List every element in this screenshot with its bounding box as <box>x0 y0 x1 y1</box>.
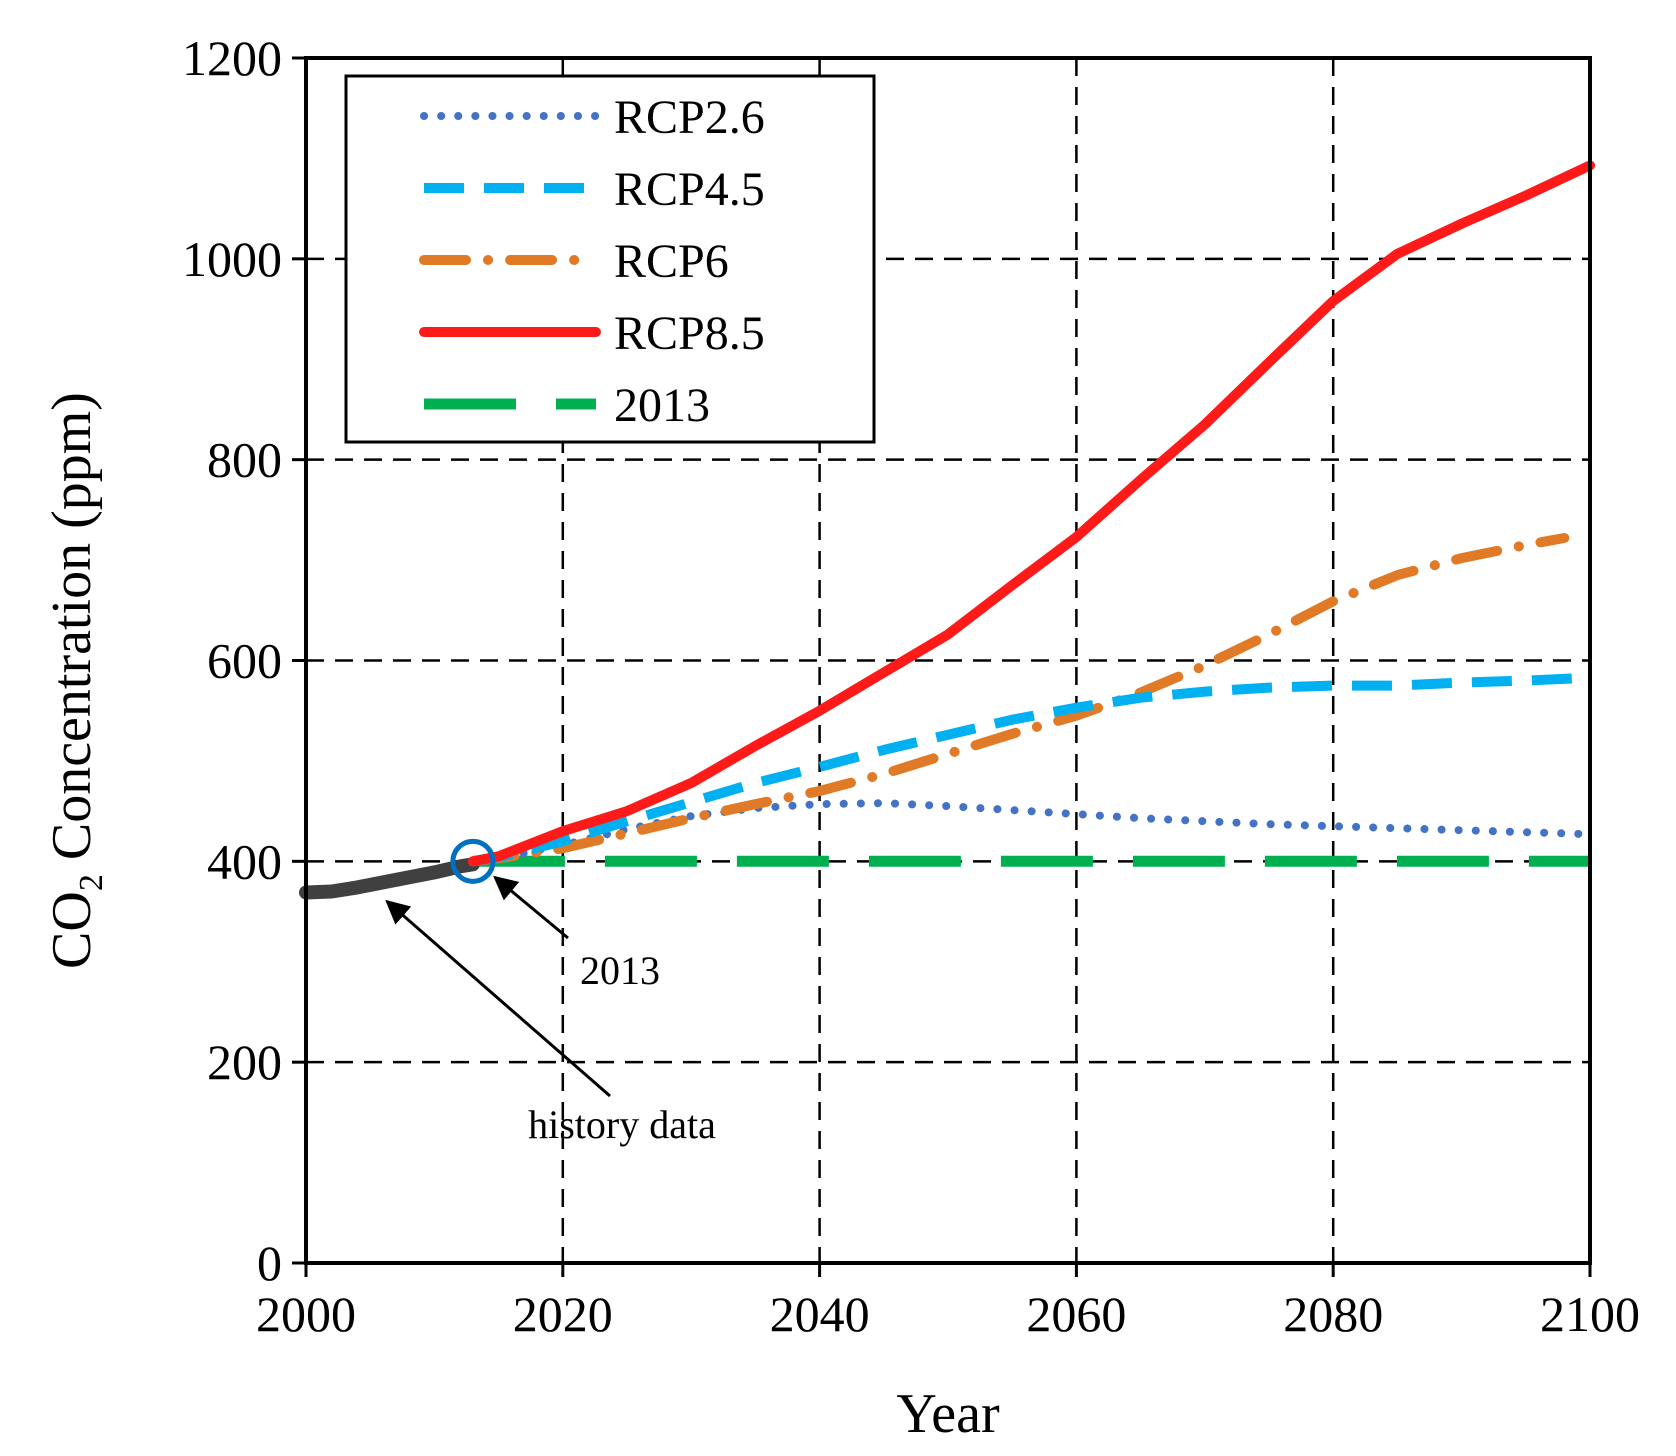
y-tick-label: 800 <box>207 432 282 488</box>
series-line-rcp4-5 <box>472 672 1591 867</box>
legend-label-rcp6: RCP6 <box>614 235 729 288</box>
x-tick-label: 2040 <box>770 1286 870 1342</box>
x-tick-label: 2080 <box>1283 1286 1383 1342</box>
series-line-rcp8-5 <box>467 160 1595 867</box>
y-tick-label: 1000 <box>182 231 282 287</box>
y-axis-title-prefix: CO <box>41 891 103 969</box>
series-line-rcp6 <box>467 533 1570 867</box>
tick-labels: 2000 2020 2040 2060 2080 2100 0 200 400 600 800 100… <box>182 30 1640 1342</box>
y-axis-title-subscript: 2 <box>73 874 110 891</box>
legend-label-2013: 2013 <box>614 379 710 432</box>
y-tick-label: 200 <box>207 1034 282 1090</box>
x-tick-label: 2060 <box>1026 1286 1126 1342</box>
annotation-arrow-history <box>385 899 611 1098</box>
axis-ticks <box>292 56 1592 1277</box>
legend-label-rcp4-5: RCP4.5 <box>614 163 765 216</box>
annotation-label-history: history data <box>528 1102 716 1147</box>
annotation-arrow-2013 <box>493 875 569 940</box>
series-line-rcp2-6 <box>468 799 1594 866</box>
annotations: 2013 history data <box>385 875 716 1147</box>
year-2013-marker <box>450 838 496 884</box>
x-tick-label: 2000 <box>256 1286 356 1342</box>
y-tick-label: 0 <box>257 1235 282 1291</box>
y-tick-label: 600 <box>207 633 282 689</box>
y-tick-label: 400 <box>207 833 282 889</box>
y-axis-title-suffix: Concentration (ppm) <box>41 392 103 874</box>
legend-label-rcp2-6: RCP2.6 <box>614 91 765 144</box>
x-tick-label: 2020 <box>513 1286 613 1342</box>
y-axis-title: CO2 Concentration (ppm) <box>41 392 110 969</box>
annotation-label-2013: 2013 <box>580 948 660 993</box>
legend: RCP2.6 RCP4.5 RCP6 RCP8.5 2013 <box>344 74 876 444</box>
marker-layer <box>450 838 496 884</box>
x-tick-label: 2100 <box>1540 1286 1640 1342</box>
legend-label-rcp8-5: RCP8.5 <box>614 307 765 360</box>
y-tick-label: 1200 <box>182 30 282 86</box>
series-line-history-data <box>299 857 480 900</box>
x-axis-title: Year <box>896 1383 1000 1445</box>
